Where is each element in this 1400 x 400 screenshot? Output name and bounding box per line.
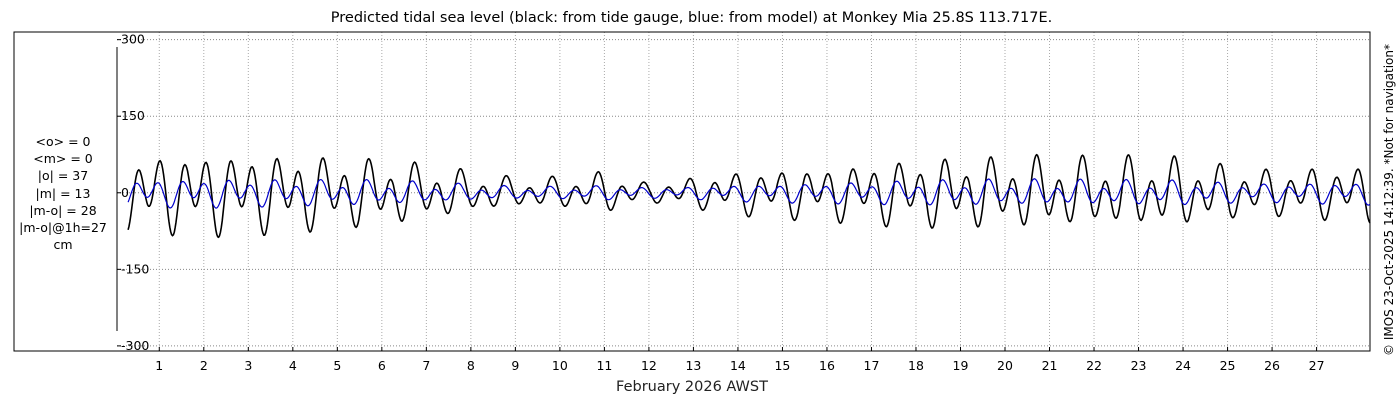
y-tick-label: 300 <box>121 32 145 47</box>
x-tick-label: 13 <box>685 358 701 373</box>
y-tick-label: 0 <box>121 185 129 200</box>
x-tick-label: 19 <box>953 358 969 373</box>
x-tick-label: 21 <box>1042 358 1058 373</box>
x-tick-label: 5 <box>333 358 341 373</box>
x-tick-label: 1 <box>155 358 163 373</box>
plot-frame <box>13 31 1371 352</box>
x-tick-label: 11 <box>596 358 612 373</box>
stat-mean-observed: <o> = 0 <box>35 134 91 149</box>
stat-abs-difference-1h: |m-o|@1h=27 <box>19 220 107 236</box>
x-tick-label: 3 <box>244 358 252 373</box>
y-tick-label: -150 <box>121 261 149 276</box>
y-gridlines <box>117 39 1370 347</box>
x-tick-label: 4 <box>289 358 297 373</box>
stat-abs-model: |m| = 13 <box>35 185 91 201</box>
x-tick-label: 22 <box>1086 358 1102 373</box>
x-tick-label: 27 <box>1309 358 1325 373</box>
x-tick-label: 18 <box>908 358 924 373</box>
stat-abs-observed: |o| = 37 <box>37 168 89 184</box>
x-tick-label: 25 <box>1220 358 1236 373</box>
x-gridlines <box>158 32 1318 351</box>
x-tick-label: 14 <box>730 358 746 373</box>
x-tick-label: 8 <box>467 358 475 373</box>
stat-abs-difference: |m-o| = 28 <box>29 202 97 218</box>
statistics-panel: <o> = 0 <m> = 0 |o| = 37 |m| = 13 |m-o| … <box>8 133 118 253</box>
x-tick-label: 15 <box>774 358 790 373</box>
stat-mean-model: <m> = 0 <box>33 151 93 167</box>
x-tick-label: 10 <box>552 358 568 373</box>
x-axis-label: February 2026 AWST <box>616 379 768 395</box>
x-tick-label: 12 <box>641 358 657 373</box>
x-tick-label: 2 <box>200 358 208 373</box>
x-tick-label: 16 <box>819 358 835 373</box>
y-tick-label: 150 <box>121 108 145 123</box>
y-tick-label: -300 <box>121 338 149 353</box>
series-line-tide-gauge <box>127 153 1371 239</box>
series-group <box>127 153 1371 239</box>
y-axis-ticks: 300 150 0 -150 -300 <box>117 32 149 353</box>
x-tick-label: 23 <box>1131 358 1147 373</box>
x-tick-label: 20 <box>997 358 1013 373</box>
chart-title: Predicted tidal sea level (black: from t… <box>330 10 1053 26</box>
x-axis-ticks: 1 2 3 4 5 6 7 8 9 10 11 12 13 14 15 16 17 18 19 20 21 22 23 24 2… <box>155 347 1325 373</box>
series-line-model <box>127 178 1371 209</box>
x-tick-label: 17 <box>864 358 880 373</box>
x-tick-label: 7 <box>422 358 430 373</box>
x-tick-label: 24 <box>1175 358 1191 373</box>
x-tick-label: 6 <box>378 358 386 373</box>
stat-units: cm <box>53 237 73 253</box>
x-tick-label: 26 <box>1264 358 1280 373</box>
x-tick-label: 9 <box>511 358 519 373</box>
